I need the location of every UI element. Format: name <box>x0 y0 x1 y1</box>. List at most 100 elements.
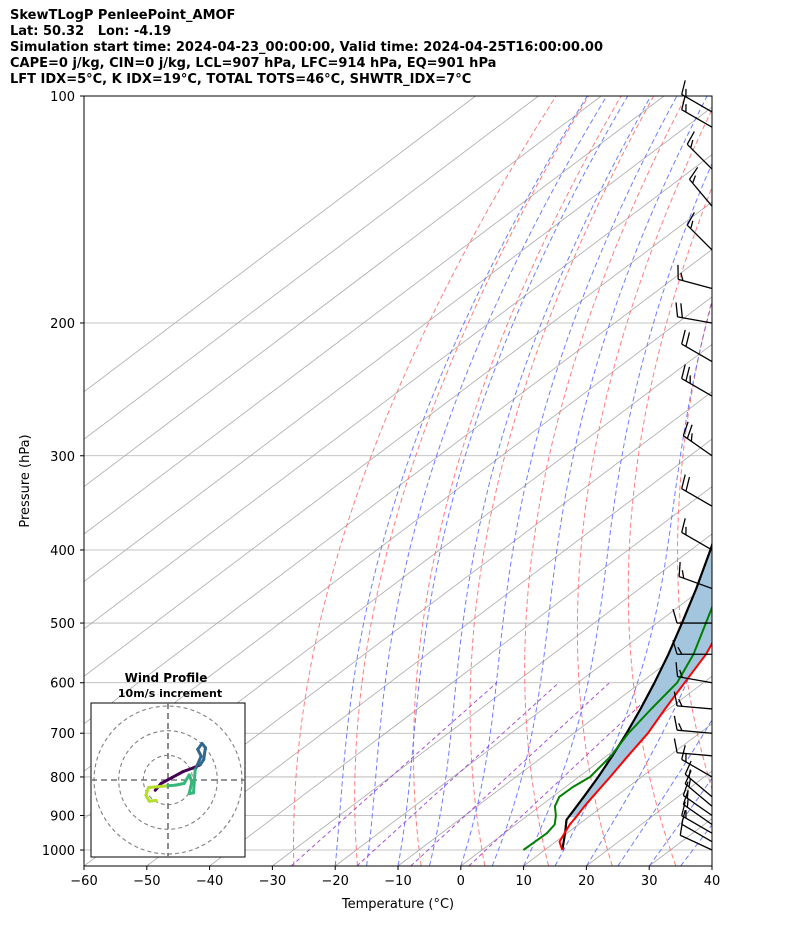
wind-barb <box>681 95 713 128</box>
wind-barb <box>675 302 713 324</box>
barb-feather <box>672 640 678 655</box>
wind-barb <box>672 640 712 655</box>
barb-feather <box>685 476 691 492</box>
x-tick-label: −20 <box>321 874 348 889</box>
y-tick-label: 700 <box>50 727 75 742</box>
barb-feather <box>678 561 681 577</box>
isotherm-line <box>272 533 712 866</box>
x-tick-label: 30 <box>641 874 658 889</box>
isotherm-line <box>146 438 712 866</box>
moist-adiabat <box>460 96 678 866</box>
barb-feather <box>681 95 686 110</box>
wind-barb <box>686 212 713 251</box>
dry-adiabat <box>627 185 712 866</box>
x-tick-label: −50 <box>133 874 160 889</box>
dewpoint-trace <box>522 604 712 851</box>
background-lines <box>84 96 794 866</box>
wind-barb <box>684 760 713 798</box>
dry-adiabat <box>676 298 712 791</box>
barb-staff <box>681 109 713 128</box>
y-tick-label: 900 <box>50 810 75 825</box>
y-tick-label: 300 <box>50 450 75 465</box>
isotherm-line <box>84 248 712 725</box>
y-tick-label: 200 <box>50 317 75 332</box>
barb-feather <box>681 745 686 760</box>
moist-adiabat <box>523 162 712 866</box>
wind-barb <box>673 738 713 757</box>
hodo-segment <box>181 766 195 773</box>
isotherm-line <box>775 96 794 866</box>
inset-subtitle: 10m/s increment <box>118 687 222 700</box>
barb-feather <box>673 715 678 731</box>
barb-feather <box>679 669 683 678</box>
barb-staff <box>681 93 713 113</box>
hodo-segment <box>159 775 174 785</box>
barb-feather <box>681 80 686 95</box>
temperature-trace <box>558 641 712 851</box>
y-axis-label: Pressure (hPa) <box>18 434 33 527</box>
barb-feather <box>678 723 683 731</box>
dry-adiabat <box>725 96 794 866</box>
barb-feather <box>673 691 678 707</box>
isotherm-line <box>648 818 712 866</box>
barb-feather <box>682 421 689 436</box>
isotherm-line <box>84 201 712 677</box>
location-info: Lat: 50.32 Lon: -4.19 <box>10 24 172 39</box>
isotherm-line <box>334 580 712 866</box>
hodo-segment <box>182 773 191 785</box>
wind-barb <box>681 801 713 834</box>
barb-feather <box>686 131 695 145</box>
wind-barbs <box>672 80 713 851</box>
y-tick-label: 100 <box>50 90 75 105</box>
wind-barb <box>673 691 713 710</box>
barb-feather <box>681 801 686 816</box>
moist-adiabat <box>334 96 588 866</box>
wind-barb <box>682 781 713 817</box>
barb-feather <box>686 212 695 226</box>
barb-staff <box>681 815 713 834</box>
moist-adiabat <box>680 824 712 866</box>
barb-feather <box>675 302 679 317</box>
convective-indices: CAPE=0 j/kg, CIN=0 j/kg, LCL=907 hPa, LF… <box>10 56 497 71</box>
x-tick-label: −10 <box>384 874 411 889</box>
hodograph-inset: Wind Profile 10m/s increment <box>90 671 246 858</box>
barb-staff <box>681 377 713 397</box>
barb-feather <box>673 738 678 753</box>
barb-staff <box>680 834 713 851</box>
barb-staff <box>677 752 713 757</box>
mixing-ratio-line <box>356 682 560 866</box>
barb-feather <box>688 778 692 788</box>
barb-staff <box>678 575 713 590</box>
barb-feather <box>681 518 686 533</box>
barb-feather <box>684 760 692 775</box>
moist-adiabat <box>648 777 712 866</box>
wind-barb <box>672 608 712 624</box>
parcel-trace <box>561 541 712 851</box>
moist-adiabat <box>428 96 652 866</box>
barb-feather <box>686 790 689 799</box>
sounding-traces <box>522 541 712 851</box>
wind-barb <box>688 166 713 207</box>
x-tick-label: 10 <box>515 874 532 889</box>
barb-staff <box>684 783 713 807</box>
barb-feather <box>690 433 693 442</box>
barb-feather <box>688 166 699 180</box>
barb-staff <box>682 435 713 457</box>
barb-staff <box>677 676 713 684</box>
isotherm-line <box>84 391 712 866</box>
hodo-segment <box>187 780 194 796</box>
y-tick-label: 800 <box>50 771 75 786</box>
barb-feather <box>677 646 683 655</box>
wind-barb <box>681 518 713 551</box>
wind-barb <box>675 662 713 684</box>
hodo-segment <box>163 783 178 788</box>
dry-adiabat <box>576 108 712 866</box>
isotherm-line <box>209 486 712 866</box>
wind-barb <box>678 561 713 590</box>
barb-feather <box>681 570 685 579</box>
stability-indices: LFT IDX=5°C, K IDX=19°C, TOTAL TOTS=46°C… <box>10 72 472 87</box>
barb-feather <box>681 364 686 379</box>
isotherm-line <box>84 96 665 535</box>
inset-title: Wind Profile <box>125 671 208 685</box>
